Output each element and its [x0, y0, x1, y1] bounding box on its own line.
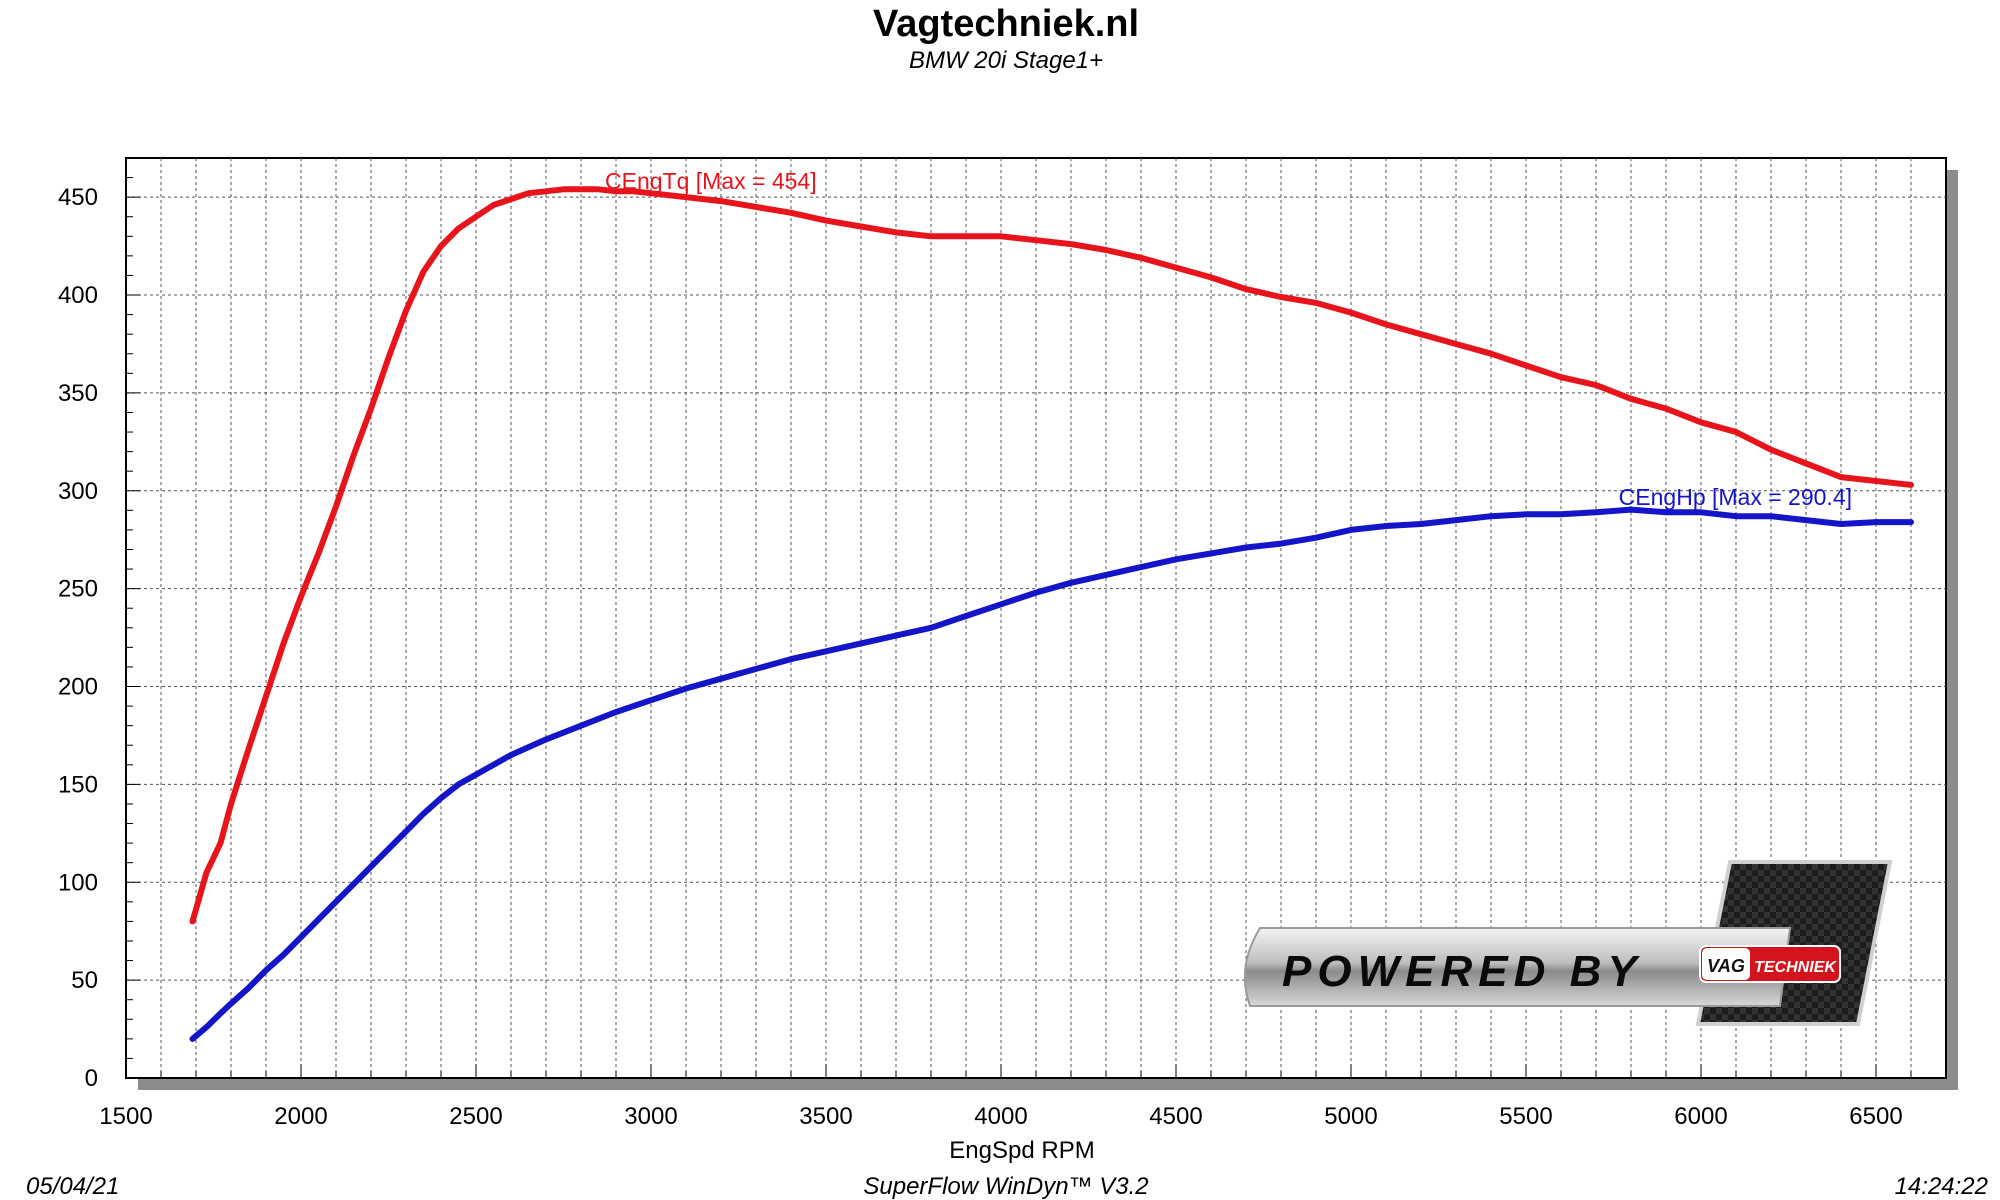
plot-area	[125, 157, 1947, 1079]
power-series-label: CEngHp [Max = 290.4]	[1619, 484, 1852, 510]
cengtq-line	[189, 186, 1914, 925]
footer-date: 05/04/21	[26, 1173, 119, 1200]
x-tick-labels: 1500 2000 2500 3000 3500 4000 4500 5000 5500 6000…	[99, 1103, 1902, 1130]
x-tick-label: 3500	[799, 1103, 852, 1130]
x-tick-label: 6000	[1674, 1103, 1727, 1130]
x-tick-label: 3000	[624, 1103, 677, 1130]
footer-time: 14:24:22	[1895, 1173, 1988, 1200]
logo-powered-by-text: POWERED BY	[1282, 947, 1643, 996]
chart-subtitle: BMW 20i Stage1+	[909, 47, 1103, 74]
logo-brand-right: TECHNIEK	[1754, 959, 1837, 976]
logo-brand-left: VAG	[1707, 956, 1745, 976]
x-tick-label: 2000	[274, 1103, 327, 1130]
logo-chrome-bar	[1243, 927, 1792, 1007]
y-tick-label: 150	[58, 771, 98, 798]
x-tick-label: 1500	[99, 1103, 152, 1130]
x-tick-label: 4500	[1149, 1103, 1202, 1130]
y-tick-label: 300	[58, 478, 98, 505]
y-tick-label: 100	[58, 869, 98, 896]
torque-series-label: CEngTq [Max = 454]	[605, 168, 817, 194]
y-tick-label: 450	[58, 184, 98, 211]
x-tick-label: 2500	[449, 1103, 502, 1130]
chart-title: Vagtechniek.nl	[873, 3, 1139, 45]
x-tick-label: 5000	[1324, 1103, 1377, 1130]
minor-ticks	[126, 157, 1912, 1079]
y-tick-label: 400	[58, 282, 98, 309]
y-tick-label: 50	[71, 967, 98, 994]
powered-by-logo: POWERED BY VAG TECHNIEK	[1243, 860, 1893, 1026]
x-tick-label: 5500	[1499, 1103, 1552, 1130]
series-lines	[189, 186, 1914, 1042]
x-tick-label: 6500	[1849, 1103, 1902, 1130]
logo-badge-left	[1702, 948, 1750, 980]
y-tick-labels: 0 50 100 150 200 250 300 350 400 450	[58, 184, 98, 1092]
y-tick-label: 200	[58, 674, 98, 701]
y-tick-label: 250	[58, 576, 98, 603]
y-tick-label: 0	[85, 1065, 98, 1092]
y-tick-label: 350	[58, 380, 98, 407]
x-axis-label: EngSpd RPM	[949, 1137, 1094, 1164]
cenghp-line	[189, 506, 1914, 1042]
x-tick-label: 4000	[974, 1103, 1027, 1130]
footer-software: SuperFlow WinDyn™ V3.2	[863, 1173, 1148, 1200]
